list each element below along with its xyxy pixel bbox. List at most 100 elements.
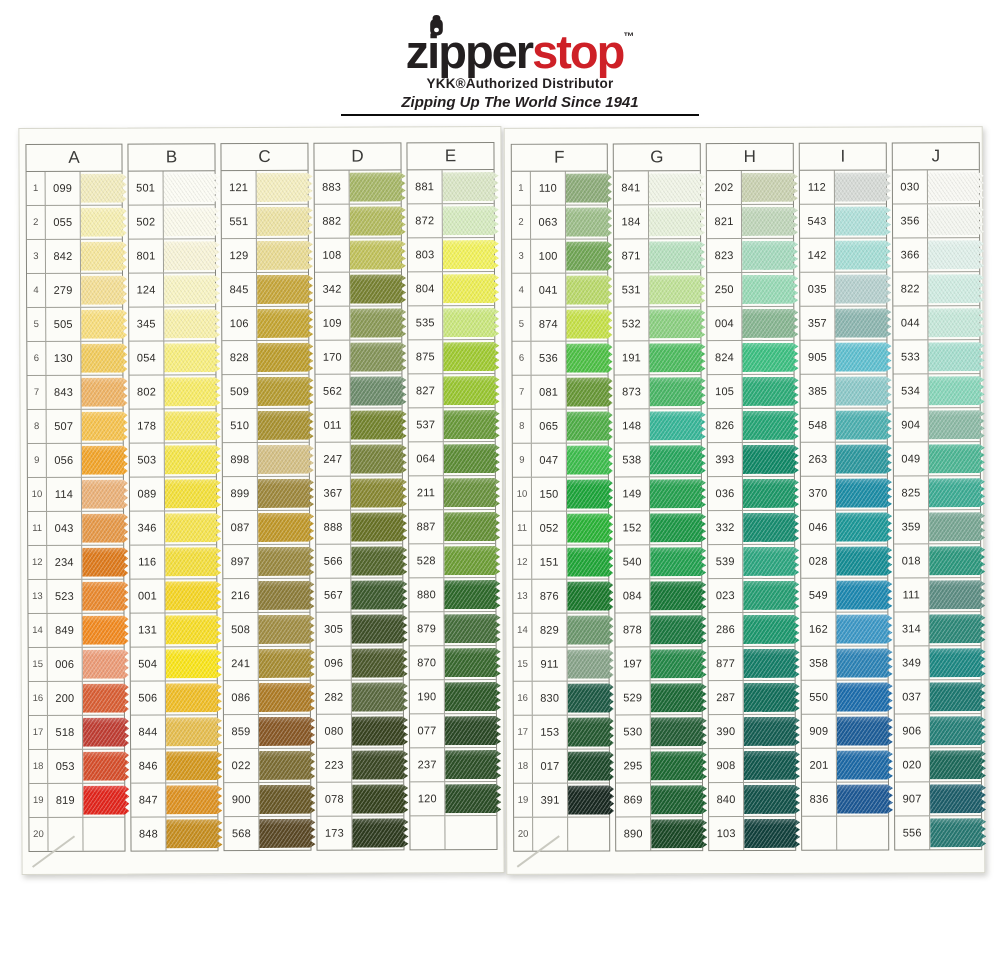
swatch-row: 897 [223,544,309,580]
swatch-row: 295 [615,749,702,784]
swatch-area [259,647,310,680]
fabric-swatch-877 [744,649,800,678]
swatch-row: 534 [893,374,980,409]
color-code: 844 [130,715,167,749]
swatch-area [650,477,701,510]
swatch-row: 869 [615,783,702,818]
swatch-row: 190 [409,679,496,715]
fabric-swatch-046 [836,512,892,541]
swatch-area [351,578,402,611]
fabric-swatch-828 [257,343,313,372]
swatch-row: 15 006 [28,647,124,683]
fabric-swatch-535 [443,308,499,337]
color-code: 859 [223,715,260,749]
fabric-swatch-241 [259,649,315,678]
swatch-area [835,171,886,204]
fabric-swatch-178 [165,411,221,440]
color-code: 518 [47,715,84,749]
swatch-area [350,374,401,407]
color-code: 909 [801,714,837,748]
row-number: 3 [26,239,47,274]
fabric-swatch-086 [259,683,315,712]
swatch-row: 001 [130,579,216,614]
color-code: 041 [531,273,567,307]
color-column-I: I 112 543 142 035 357 905 385 548 263 370 046 028 549… [798,142,892,851]
swatch-area [351,510,402,543]
fabric-swatch-078 [352,784,408,813]
row-number: 8 [27,409,47,444]
color-code: 191 [614,341,650,375]
fabric-swatch-847 [166,785,222,814]
swatch-area [567,477,608,510]
fabric-swatch-142 [835,240,891,269]
swatch-row: 237 [410,747,496,783]
swatch-area [743,443,794,476]
zipperstop-logo: zipperstop™ YKK®Authorized Distributor Z… [341,15,699,116]
fabric-swatch-873 [650,377,706,406]
fabric-swatch-006 [83,650,129,679]
row-number: 11 [513,511,533,545]
fabric-swatch-357 [835,308,891,337]
fabric-swatch-843 [81,378,127,407]
color-code: 077 [409,714,446,748]
color-code: 152 [615,511,651,545]
fabric-swatch-840 [744,785,800,814]
swatch-row: 17 153 [513,715,609,750]
fabric-swatch-826 [743,411,799,440]
swatch-row: 899 [222,476,309,512]
fabric-swatch-533 [928,342,984,371]
color-code: 030 [892,170,928,204]
swatch-area [743,579,794,612]
swatch-row: 16 830 [513,681,609,716]
fabric-swatch-551 [257,207,313,236]
swatch-row: 211 [408,475,495,511]
swatch-row: 875 [408,339,494,375]
swatch-row: 10 150 [512,477,608,512]
fabric-swatch-314 [929,614,985,643]
fabric-swatch-162 [836,614,892,643]
swatch-area [568,681,609,714]
swatch-area [650,409,701,442]
color-code: 802 [129,375,165,409]
fabric-swatch-004 [742,309,798,338]
swatch-row: 184 [613,205,700,240]
row-number: 8 [512,409,532,443]
row-number: 1 [511,171,531,205]
swatch-area [744,647,795,680]
swatch-area [929,374,980,407]
column-letter-F: F [511,144,607,172]
fabric-swatch-191 [649,343,705,372]
fabric-swatch-528 [444,546,500,575]
swatch-area [352,748,403,781]
color-code: 824 [707,341,743,375]
swatch-area [259,681,310,714]
fabric-swatch-523 [82,582,128,611]
swatch-row: 801 [128,239,215,274]
fabric-swatch-201 [837,750,893,779]
color-code: 149 [614,477,651,511]
swatch-area [744,715,795,748]
swatch-area [352,714,403,747]
swatch-row: 827 [408,373,494,409]
fabric-swatch-081 [567,377,613,406]
color-code: 847 [131,783,167,817]
swatch-row: 847 [131,783,217,818]
color-code: 295 [615,749,651,783]
swatch-area [567,409,608,442]
swatch-row: 878 [615,613,701,648]
fabric-swatch-124 [164,275,220,304]
fabric-swatch-562 [350,376,406,405]
swatch-area [649,239,700,272]
swatch-row: 905 [800,340,886,375]
row-number: 19 [29,783,49,818]
fabric-swatch-131 [166,615,222,644]
swatch-row: 086 [223,680,310,716]
color-code: 200 [47,681,83,715]
fabric-swatch-112 [835,172,891,201]
swatch-area [164,307,215,340]
fabric-swatch-904 [929,410,985,439]
color-code: 826 [707,409,743,443]
swatch-area [164,171,215,204]
color-code: 130 [46,341,82,375]
color-code: 876 [532,579,568,613]
